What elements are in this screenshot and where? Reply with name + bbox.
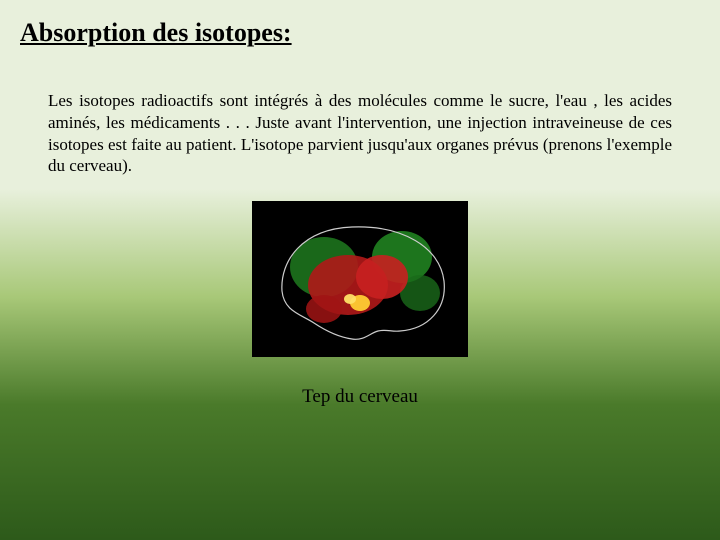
body-paragraph: Les isotopes radioactifs sont intégrés à… (20, 90, 700, 177)
brain-pet-scan-image (252, 201, 468, 357)
brain-scan-svg (252, 201, 468, 357)
slide-title: Absorption des isotopes: (20, 18, 700, 48)
image-caption: Tep du cerveau (20, 386, 700, 408)
image-container: Tep du cerveau (20, 201, 700, 408)
slide: Absorption des isotopes: Les isotopes ra… (0, 0, 720, 426)
